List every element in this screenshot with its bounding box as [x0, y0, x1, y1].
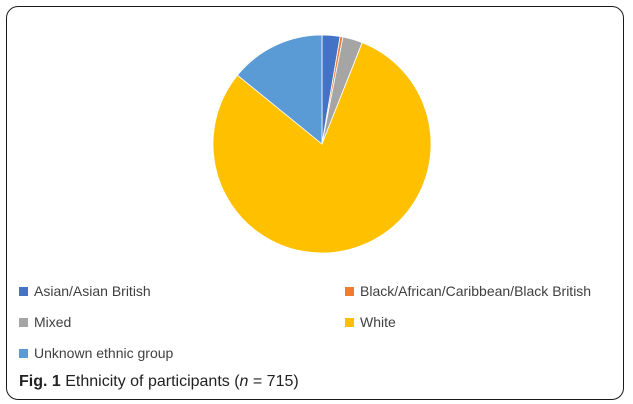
caption-n-symbol: n — [239, 373, 249, 390]
caption-label: Fig. 1 — [19, 373, 61, 390]
pie-slice-unknown — [236, 34, 323, 145]
figure-caption: Fig. 1 Ethnicity of participants (n = 71… — [19, 373, 299, 391]
figure-frame: Asian/Asian British Black/African/Caribb… — [6, 6, 624, 400]
caption-n-value: = 715) — [248, 373, 299, 390]
pie-slice-white — [212, 42, 432, 254]
caption-text: Ethnicity of participants ( — [65, 373, 240, 390]
pie-chart — [212, 34, 432, 254]
